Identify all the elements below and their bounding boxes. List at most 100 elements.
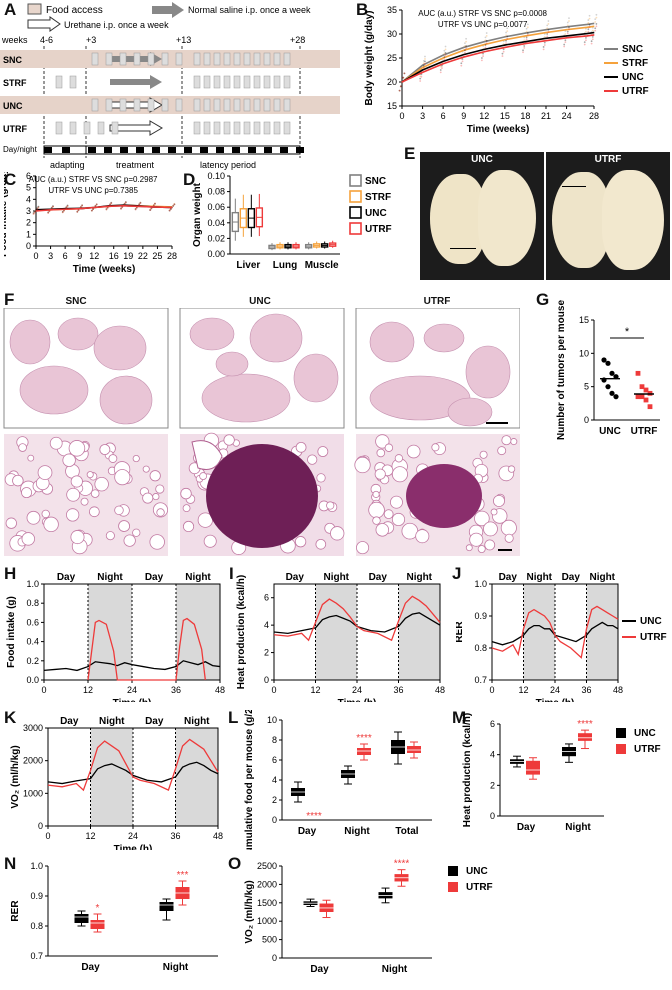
data-point <box>422 67 425 69</box>
data-point <box>464 49 466 52</box>
data-point <box>526 32 529 34</box>
data-point <box>168 209 171 212</box>
y-axis-label: Cumulative food per mouse (g/2 days) <box>244 710 255 850</box>
tumor-count-chart: 0 5 10 15 Number of tumors per mouse UNC UTRF * <box>556 300 660 440</box>
data-point <box>595 23 598 25</box>
data-point <box>47 211 50 214</box>
y-tick-label: 0.02 <box>207 233 225 243</box>
x-tick-label: 12 <box>479 111 489 121</box>
data-point <box>81 204 84 206</box>
data-point <box>526 23 529 26</box>
data-point <box>444 54 447 57</box>
x-tick-label: 22 <box>138 251 148 261</box>
x-tick-label: 3 <box>420 111 425 121</box>
y-tick-label: 8 <box>272 735 277 745</box>
y-axis-label: VO₂ (ml/h/kg) <box>10 745 21 808</box>
y-tick-label: 2 <box>490 780 495 790</box>
data-point <box>52 205 54 207</box>
data-point <box>134 208 137 211</box>
stat-annotation: AUC (a.u.) STRF VS SNC p=0.2987 <box>29 175 158 184</box>
organ-weight-chart: 0.00 0.02 0.04 0.06 0.08 0.10 Organ weight Live… <box>192 172 392 271</box>
phase-treatment: treatment <box>116 160 155 170</box>
night-shading <box>175 728 218 826</box>
y-tick-label: 0 <box>584 415 589 425</box>
data-point <box>501 52 504 55</box>
series-line-utrf <box>47 738 219 792</box>
data-point <box>33 211 36 214</box>
data-point <box>595 13 598 16</box>
data-point <box>50 207 53 210</box>
data-point <box>32 213 35 216</box>
data-point <box>168 209 171 212</box>
row-utrf: UTRF <box>3 124 27 134</box>
data-point <box>402 76 405 79</box>
data-point <box>173 202 176 205</box>
legend-swatch <box>616 744 626 754</box>
legend-entry: UNC <box>466 866 488 877</box>
y-tick-label: 0.9 <box>474 611 487 621</box>
phase-latency: latency period <box>200 160 256 170</box>
data-point <box>121 206 124 209</box>
x-tick-label: 18 <box>520 111 530 121</box>
data-point <box>63 209 65 212</box>
x-tick-label: 36 <box>581 685 591 695</box>
week-mark-1: 4-6 <box>40 35 53 45</box>
data-point <box>461 58 464 60</box>
week-mark-4: +28 <box>290 35 305 45</box>
data-point <box>403 72 406 75</box>
data-point <box>33 211 36 213</box>
y-tick-label: 35 <box>387 5 397 15</box>
hourly-food-intake-chart: 0.0 0.2 0.4 0.6 0.8 1.0 Food intake (g) Time (h… <box>6 572 225 702</box>
tumor-unc <box>206 444 318 548</box>
stat-annotation: UTRF VS UNC p=0.7385 <box>48 186 138 195</box>
data-point <box>588 23 591 26</box>
data-point <box>506 35 509 38</box>
x-axis-label: Time (h) <box>338 698 377 702</box>
x-tick-label: 48 <box>613 685 623 695</box>
histology-label-snc: SNC <box>65 296 87 307</box>
data-point <box>419 80 422 82</box>
data-point <box>121 206 124 209</box>
data-point <box>613 394 619 400</box>
data-point <box>33 210 36 213</box>
night-shading <box>586 584 618 680</box>
data-point <box>546 27 549 30</box>
legend-swatch <box>349 222 362 235</box>
data-point <box>424 60 426 63</box>
data-point <box>124 201 127 203</box>
panel-label-b: B <box>356 0 369 19</box>
data-point <box>172 205 175 207</box>
data-point <box>402 76 405 79</box>
photo-label-unc: UNC <box>471 154 493 165</box>
data-point <box>94 205 97 207</box>
lung-photo-utrf: UTRF <box>546 152 670 280</box>
x-tick-label: 9 <box>461 111 466 121</box>
data-point <box>106 207 109 209</box>
data-point <box>169 208 172 210</box>
data-point <box>123 202 126 205</box>
data-point <box>172 205 175 207</box>
y-tick-label: 3000 <box>23 723 43 733</box>
y-tick-label: 25 <box>387 53 397 63</box>
data-point <box>506 27 509 30</box>
data-point <box>92 208 94 210</box>
data-point <box>590 40 593 43</box>
data-point <box>526 34 529 36</box>
data-point <box>460 62 463 65</box>
data-point <box>505 34 507 37</box>
y-tick-label: 0 <box>264 675 269 685</box>
data-point <box>52 205 54 208</box>
photo-label-utrf: UTRF <box>594 154 622 165</box>
data-point <box>443 49 446 52</box>
data-point <box>90 209 93 212</box>
data-point <box>484 36 487 39</box>
data-point <box>546 33 549 35</box>
row-unc: UNC <box>3 101 23 111</box>
y-axis-label: RER <box>456 621 465 643</box>
schema-panel: Food access Urethane i.p. once a week No… <box>0 2 340 170</box>
significance-label: * <box>625 326 630 338</box>
data-point <box>80 206 82 208</box>
data-point <box>505 31 507 34</box>
data-point <box>523 47 526 49</box>
histology-label-utrf: UTRF <box>423 296 451 307</box>
